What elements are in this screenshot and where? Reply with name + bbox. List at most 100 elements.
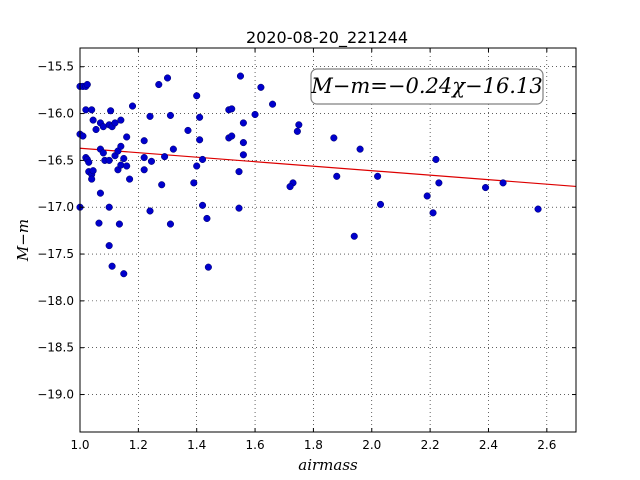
data-point xyxy=(89,116,97,124)
data-point xyxy=(333,172,341,180)
x-tick-label: 1.0 xyxy=(70,438,89,452)
data-point xyxy=(147,157,156,165)
data-point xyxy=(105,203,113,211)
data-point xyxy=(374,172,382,180)
data-point xyxy=(163,74,172,82)
data-point xyxy=(423,192,431,200)
ticks: 1.0 1.2 1.4 1.6 1.8 2.0 2.2 2.4 2.6 −15.5 −16.0 −16… xyxy=(37,48,576,452)
y-tick-label: −16.0 xyxy=(37,107,74,121)
data-point xyxy=(204,263,212,271)
data-point xyxy=(286,183,294,191)
x-tick-label: 2.4 xyxy=(479,438,498,452)
data-point xyxy=(117,116,125,124)
data-point xyxy=(236,72,245,80)
x-tick-label: 1.8 xyxy=(304,438,323,452)
y-tick-label: −18.0 xyxy=(37,294,74,308)
chart-title: 2020-08-20_221244 xyxy=(246,28,408,48)
data-point xyxy=(120,270,128,278)
data-point xyxy=(108,262,116,270)
data-point xyxy=(198,201,207,209)
data-point xyxy=(158,181,166,189)
x-tick-label: 2.0 xyxy=(362,438,381,452)
data-point xyxy=(193,162,201,170)
data-point xyxy=(228,132,236,140)
data-point xyxy=(83,80,91,89)
data-point xyxy=(128,102,137,110)
data-point xyxy=(499,179,507,187)
data-point xyxy=(482,184,490,192)
x-tick-label: 1.4 xyxy=(187,438,206,452)
data-point xyxy=(88,106,96,114)
data-point xyxy=(155,80,163,89)
fit-equation: M−m=−0.24χ−16.13 xyxy=(310,74,542,98)
data-point xyxy=(88,175,96,183)
x-axis-label: airmass xyxy=(298,456,358,474)
data-point xyxy=(117,161,125,169)
x-tick-label: 1.6 xyxy=(246,438,265,452)
data-point xyxy=(79,132,87,140)
data-point xyxy=(89,167,97,175)
data-point xyxy=(146,207,154,215)
data-point xyxy=(239,119,247,127)
data-point xyxy=(85,158,93,166)
data-point xyxy=(293,127,301,135)
x-tick-label: 1.2 xyxy=(129,438,148,452)
data-point xyxy=(120,154,128,163)
y-tick-label: −18.5 xyxy=(37,341,74,355)
data-point xyxy=(107,107,115,115)
y-tick-label: −16.5 xyxy=(37,153,74,167)
data-point xyxy=(239,151,247,159)
data-point xyxy=(350,232,358,240)
x-tick-label: 2.6 xyxy=(537,438,556,452)
y-tick-label: −19.0 xyxy=(37,388,74,402)
data-point xyxy=(140,166,148,174)
data-point xyxy=(239,139,247,147)
data-point xyxy=(95,219,103,227)
data-point xyxy=(330,134,338,142)
data-point xyxy=(99,149,107,157)
data-point xyxy=(429,209,437,217)
data-point xyxy=(99,123,107,131)
data-point xyxy=(376,200,385,208)
data-point xyxy=(140,154,148,162)
data-point xyxy=(140,137,148,145)
data-point xyxy=(196,113,204,121)
equation-box: M−m=−0.24χ−16.13 xyxy=(310,68,544,105)
data-point xyxy=(235,168,243,176)
data-point xyxy=(126,175,134,183)
y-axis-label: M−m xyxy=(14,219,32,262)
data-point xyxy=(115,220,123,228)
data-point xyxy=(123,162,131,170)
plot-area xyxy=(80,48,576,432)
data-point xyxy=(269,100,277,108)
data-point xyxy=(251,110,259,119)
data-points xyxy=(76,72,542,278)
data-point xyxy=(228,105,236,113)
data-point xyxy=(193,92,201,100)
plot-frame xyxy=(79,47,577,433)
data-point xyxy=(123,133,131,141)
data-point xyxy=(169,145,177,153)
x-tick-label: 2.2 xyxy=(421,438,440,452)
data-point xyxy=(203,214,211,223)
data-point xyxy=(166,220,174,228)
y-tick-label: −17.0 xyxy=(37,200,74,214)
data-point xyxy=(105,156,113,164)
data-point xyxy=(196,136,204,144)
data-point xyxy=(435,179,443,187)
y-tick-label: −15.5 xyxy=(37,60,74,74)
data-point xyxy=(111,119,119,127)
data-point xyxy=(356,145,364,153)
data-point xyxy=(166,111,174,119)
data-point xyxy=(105,242,113,250)
data-point xyxy=(534,205,542,213)
data-point xyxy=(161,153,169,161)
data-point xyxy=(146,112,154,120)
data-point xyxy=(198,155,207,164)
data-point xyxy=(96,189,104,197)
data-point xyxy=(235,204,243,212)
data-point xyxy=(190,179,198,187)
data-point xyxy=(257,83,265,91)
y-tick-label: −17.5 xyxy=(37,247,74,261)
equation-box-frame xyxy=(310,68,544,105)
